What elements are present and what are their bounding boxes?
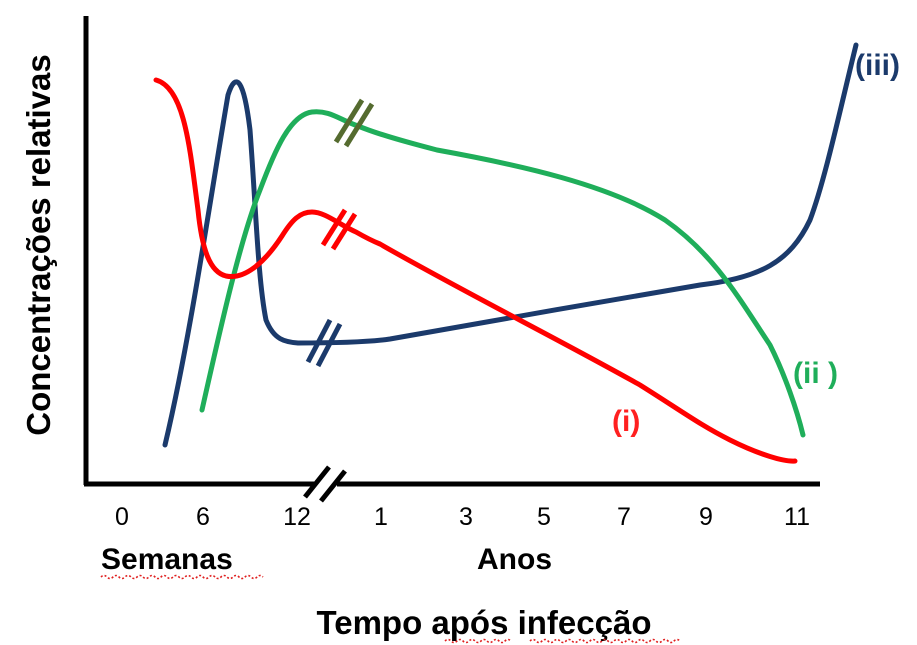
x-axis-title: Tempo após infecção <box>317 604 652 641</box>
x-tick-label: 6 <box>196 503 210 531</box>
series-label-iii: (iii) <box>855 49 900 82</box>
x-tick-label: 5 <box>537 503 551 531</box>
x-tick-label: 9 <box>699 503 713 531</box>
series-i-break-mark <box>320 208 358 251</box>
x-tick-label: 12 <box>283 503 311 531</box>
xlabel-apos-spell-underline <box>444 638 512 644</box>
x-tick-label: 1 <box>374 503 388 531</box>
weeks-unit-label: Semanas <box>101 543 233 576</box>
x-tick-label: 11 <box>784 503 810 531</box>
x-tick-label: 7 <box>617 503 631 531</box>
series-iii-line <box>162 42 859 448</box>
xlabel-infeccao-spell-underline <box>529 638 681 644</box>
series-label-i: (i) <box>612 405 640 438</box>
series-i-line <box>153 77 798 464</box>
series-ii-line <box>199 109 806 438</box>
y-axis-title: Concentrações relativas <box>20 54 57 436</box>
x-axis-break-mark <box>303 465 347 503</box>
series-ii-break-mark <box>333 98 375 148</box>
years-unit-label: Anos <box>477 543 552 576</box>
series-label-ii: (ii ) <box>793 357 838 390</box>
x-tick-label: 3 <box>459 503 473 531</box>
series-iii-break-mark <box>305 318 343 368</box>
x-tick-label: 0 <box>115 503 129 531</box>
x-tick-labels: 0 6 12 1 3 5 7 9 11 <box>115 503 810 531</box>
